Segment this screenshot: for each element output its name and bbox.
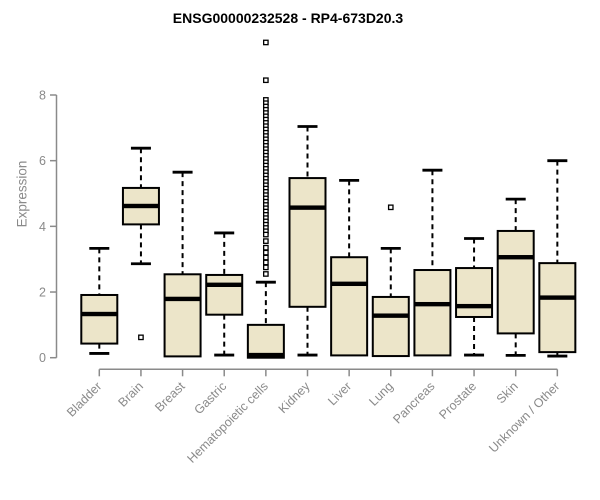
box-bladder xyxy=(80,293,119,345)
median-line-kidney xyxy=(289,205,326,210)
box-liver xyxy=(330,256,369,357)
median-line-bladder xyxy=(81,311,118,317)
median-line-pancreas xyxy=(414,301,451,307)
outlier-point-lung xyxy=(387,204,394,211)
outlier-point-hematopoietic-cells xyxy=(263,264,269,271)
median-line-prostate xyxy=(456,303,493,309)
x-tick-label-breast: Breast xyxy=(152,379,188,415)
box-hematopoietic-cells xyxy=(246,323,285,359)
median-line-unknown-other xyxy=(539,295,576,300)
outlier-point-hematopoietic-cells xyxy=(263,231,269,238)
x-tick-label-gastric: Gastric xyxy=(191,379,229,417)
x-tick-label-skin: Skin xyxy=(494,379,521,406)
box-lung xyxy=(371,295,410,358)
box-prostate xyxy=(455,267,494,318)
outlier-point-hematopoietic-cells xyxy=(263,254,269,261)
box-gastric xyxy=(205,273,244,316)
median-line-gastric xyxy=(206,282,243,288)
median-line-breast xyxy=(164,296,201,302)
y-tick-label: 0 xyxy=(39,351,46,365)
median-line-hematopoietic-cells xyxy=(247,352,284,358)
box-kidney xyxy=(288,177,327,308)
median-line-brain xyxy=(122,203,159,209)
x-tick-label-prostate: Prostate xyxy=(436,379,479,422)
box-pancreas xyxy=(413,269,452,357)
x-tick-label-brain: Brain xyxy=(116,379,147,410)
chart-title: ENSG00000232528 - RP4-673D20.3 xyxy=(172,10,404,26)
outlier-point-brain xyxy=(138,334,144,341)
outlier-point-hematopoietic-cells xyxy=(263,77,269,84)
x-tick-label-pancreas: Pancreas xyxy=(390,379,437,426)
median-line-lung xyxy=(372,313,409,318)
outlier-point-hematopoietic-cells xyxy=(263,39,269,46)
outlier-point-hematopoietic-cells xyxy=(263,259,269,266)
box-skin xyxy=(496,229,535,335)
outlier-point-hematopoietic-cells xyxy=(263,249,269,256)
median-line-skin xyxy=(497,255,534,260)
x-tick-label-kidney: Kidney xyxy=(276,379,313,416)
x-tick-label-liver: Liver xyxy=(325,379,354,408)
x-tick-label-unknown-other: Unknown / Other xyxy=(486,379,562,455)
outlier-point-hematopoietic-cells xyxy=(263,238,269,244)
y-tick-label: 2 xyxy=(39,286,46,300)
y-tick-label: 4 xyxy=(39,220,46,234)
x-tick-label-bladder: Bladder xyxy=(64,379,104,419)
y-tick-label: 6 xyxy=(39,154,46,168)
x-tick-label-hematopoietic-cells: Hematopoietic cells xyxy=(184,379,271,466)
y-tick-label: 8 xyxy=(39,89,46,103)
x-tick-label-lung: Lung xyxy=(366,379,396,409)
box-breast xyxy=(163,273,202,358)
median-line-liver xyxy=(331,281,368,287)
box-unknown-other xyxy=(538,262,577,354)
outlier-point-hematopoietic-cells xyxy=(263,271,269,277)
outlier-point-hematopoietic-cells xyxy=(263,244,269,251)
